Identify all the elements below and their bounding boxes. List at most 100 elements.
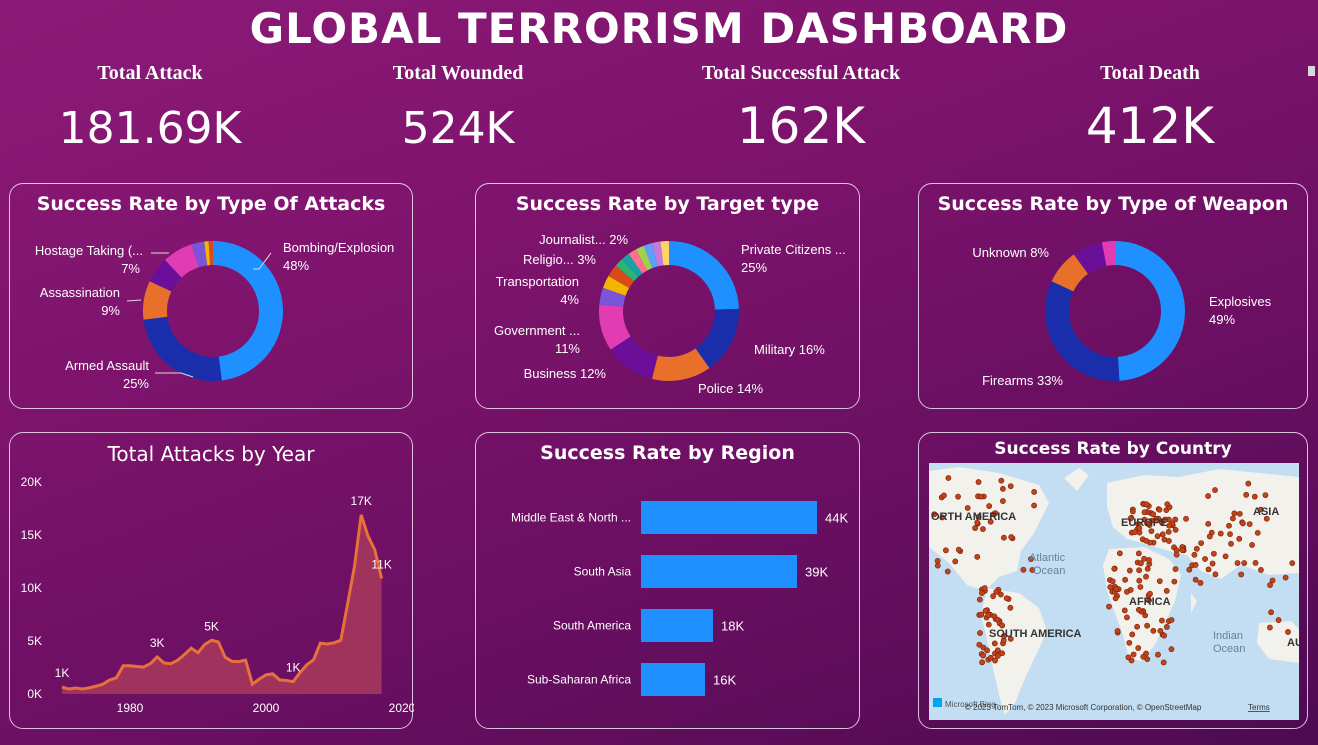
map-point[interactable] <box>1147 590 1153 597</box>
bar[interactable] <box>641 555 797 588</box>
map-canvas[interactable]: ORTH AMERICA EUROPE ASIA Atlantic Ocean … <box>929 463 1299 720</box>
map-point[interactable] <box>1229 515 1236 522</box>
map-point[interactable] <box>1289 560 1296 567</box>
map-point[interactable] <box>991 640 998 647</box>
attack-type-donut[interactable]: Bombing/Explosion 48% Armed Assault 25% … <box>10 184 414 410</box>
map-point[interactable] <box>985 612 992 618</box>
map-point[interactable] <box>1113 586 1120 592</box>
map-point[interactable] <box>1179 547 1186 554</box>
map-point[interactable] <box>977 493 984 500</box>
map-point[interactable] <box>1156 578 1163 585</box>
world-map[interactable]: ORTH AMERICA EUROPE ASIA Atlantic Ocean … <box>929 463 1299 720</box>
map-point[interactable] <box>1001 534 1007 541</box>
map-point[interactable] <box>1148 528 1155 535</box>
map-point[interactable] <box>1186 566 1193 573</box>
map-point[interactable] <box>1192 562 1199 568</box>
map-point[interactable] <box>1129 508 1136 515</box>
card-attack-type[interactable]: Success Rate by Type Of Attacks Bombing/… <box>9 183 413 409</box>
map-point[interactable] <box>1007 635 1014 642</box>
map-point[interactable] <box>1020 566 1027 573</box>
map-terms-link[interactable]: Terms <box>1248 703 1270 712</box>
map-point[interactable] <box>1129 631 1136 638</box>
map-point[interactable] <box>980 652 987 659</box>
map-point[interactable] <box>945 475 952 481</box>
map-point[interactable] <box>1172 566 1179 573</box>
donut-slice[interactable] <box>615 259 639 282</box>
map-point[interactable] <box>1205 493 1211 499</box>
map-point[interactable] <box>1135 645 1142 651</box>
map-point[interactable] <box>1198 540 1205 547</box>
map-point[interactable] <box>975 479 982 485</box>
map-point[interactable] <box>1160 659 1167 666</box>
map-point[interactable] <box>944 568 951 575</box>
map-point[interactable] <box>1238 571 1245 578</box>
map-point[interactable] <box>1263 515 1270 522</box>
map-point[interactable] <box>976 596 983 603</box>
map-point[interactable] <box>1150 511 1157 518</box>
donut-slice[interactable] <box>191 241 208 268</box>
map-point[interactable] <box>1234 560 1241 566</box>
map-point[interactable] <box>1163 624 1170 630</box>
donut-slice[interactable] <box>651 348 710 381</box>
map-point[interactable] <box>1136 567 1142 574</box>
map-point[interactable] <box>1136 577 1143 584</box>
map-point[interactable] <box>1173 551 1180 558</box>
map-point[interactable] <box>1166 522 1173 529</box>
map-point[interactable] <box>1191 551 1198 558</box>
map-point[interactable] <box>1134 623 1141 630</box>
map-point[interactable] <box>1183 515 1189 522</box>
map-point[interactable] <box>1003 595 1010 602</box>
donut-slice[interactable] <box>608 265 635 288</box>
map-point[interactable] <box>975 514 982 520</box>
map-point[interactable] <box>1127 587 1134 593</box>
map-point[interactable] <box>1227 531 1233 538</box>
map-point[interactable] <box>987 654 994 661</box>
map-point[interactable] <box>1131 529 1138 536</box>
scroll-indicator[interactable] <box>1308 66 1315 76</box>
map-point[interactable] <box>1193 545 1200 552</box>
map-point[interactable] <box>1258 567 1264 573</box>
map-point[interactable] <box>1197 580 1204 586</box>
map-point[interactable] <box>1155 651 1161 658</box>
map-point[interactable] <box>1252 560 1259 566</box>
map-point[interactable] <box>1001 633 1007 639</box>
map-point[interactable] <box>1282 574 1289 581</box>
target-type-donut[interactable]: Private Citizens ... 25% Military 16% Po… <box>476 184 861 410</box>
map-point[interactable] <box>981 585 988 591</box>
map-point[interactable] <box>1137 584 1144 590</box>
map-point[interactable] <box>985 621 992 628</box>
map-point[interactable] <box>1231 510 1238 517</box>
map-point[interactable] <box>1146 522 1153 529</box>
map-point[interactable] <box>1116 550 1123 557</box>
map-point[interactable] <box>1205 520 1212 527</box>
map-point[interactable] <box>994 647 1001 654</box>
map-point[interactable] <box>1125 654 1132 661</box>
map-point[interactable] <box>997 591 1004 598</box>
map-point[interactable] <box>1159 617 1165 624</box>
map-point[interactable] <box>1028 556 1034 562</box>
map-point[interactable] <box>1285 629 1291 635</box>
map-point[interactable] <box>1222 553 1229 560</box>
donut-slice[interactable] <box>599 304 631 350</box>
map-point[interactable] <box>1268 609 1274 616</box>
map-point[interactable] <box>982 607 989 614</box>
map-point[interactable] <box>1212 487 1218 493</box>
map-point[interactable] <box>1127 515 1134 522</box>
map-point[interactable] <box>977 630 983 636</box>
map-point[interactable] <box>1192 576 1199 583</box>
attacks-by-year-area-chart[interactable]: 0K 5K 10K 15K 20K 1980 2000 2020 1K 3K 5K 1K 17K 11K <box>10 433 414 730</box>
donut-slice[interactable] <box>208 241 213 266</box>
map-point[interactable] <box>1161 632 1168 639</box>
donut-slice[interactable] <box>695 308 739 369</box>
donut-slice[interactable] <box>1051 254 1088 292</box>
map-point[interactable] <box>1243 491 1250 498</box>
map-point[interactable] <box>1121 607 1128 614</box>
map-point[interactable] <box>1245 480 1252 487</box>
map-point[interactable] <box>1210 550 1217 557</box>
map-point[interactable] <box>986 503 993 509</box>
bar[interactable] <box>641 663 705 696</box>
map-point[interactable] <box>1144 565 1151 572</box>
donut-slice[interactable] <box>204 241 211 266</box>
map-point[interactable] <box>1124 614 1130 621</box>
